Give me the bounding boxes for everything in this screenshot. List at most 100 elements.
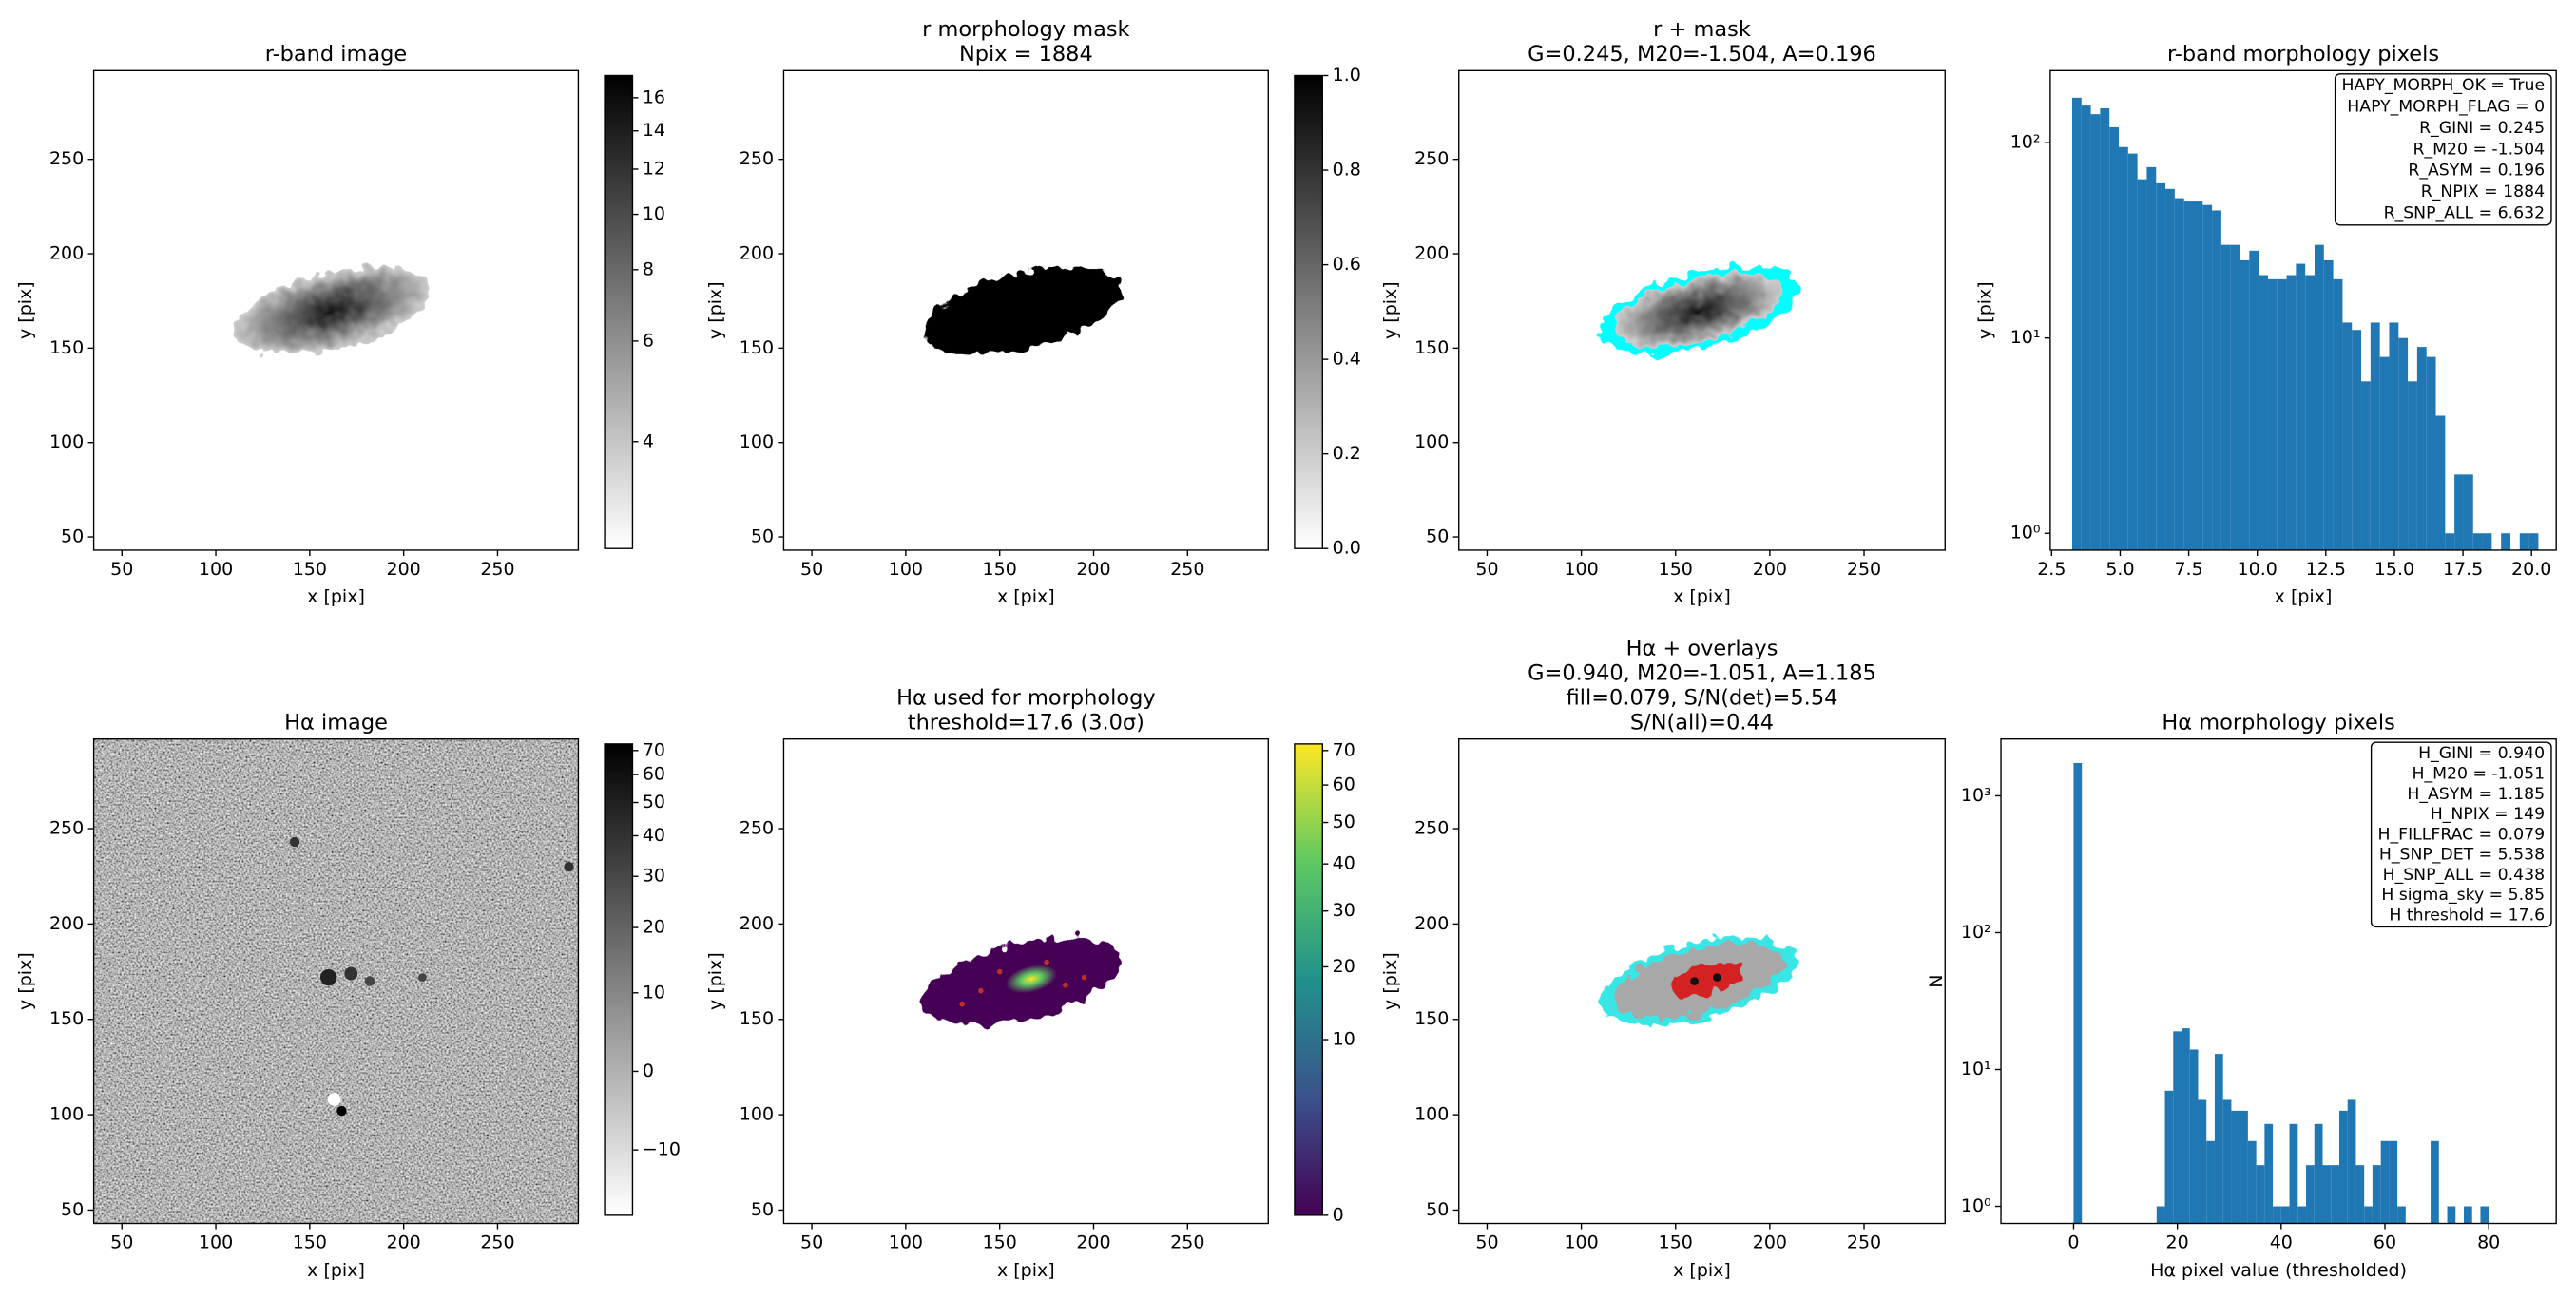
x-tick-label: 50 <box>1475 1232 1498 1253</box>
x-axis-label: x [pix] <box>307 586 365 607</box>
y-axis-label: y [pix] <box>15 281 36 339</box>
histogram-bar <box>2100 108 2110 550</box>
colorbar-tick-label: 4 <box>643 430 654 451</box>
histogram-bar <box>2259 275 2268 550</box>
histogram-bar <box>2119 146 2128 550</box>
info-line: H sigma_sky = 5.85 <box>2381 886 2545 905</box>
image-spot <box>289 836 300 848</box>
histogram-bar <box>2189 1049 2199 1224</box>
histogram-bar <box>2174 198 2184 550</box>
panel-title: fill=0.079, S/N(det)=5.54 <box>1567 685 1838 710</box>
histogram-bar <box>2156 1206 2165 1224</box>
y-tick-label: 200 <box>1414 243 1449 264</box>
y-tick-label: 250 <box>740 818 774 839</box>
histogram-bar <box>2240 1110 2248 1224</box>
histogram-bar <box>2202 204 2213 550</box>
colorbar-tick-label: 8 <box>643 258 654 279</box>
x-tick-label: 250 <box>1170 559 1204 580</box>
colorbar-tick-label: 60 <box>643 764 665 785</box>
y-tick-label: 150 <box>740 1008 774 1029</box>
colorbar-tick-label: 50 <box>1333 812 1355 832</box>
histogram-bar <box>2447 1206 2456 1224</box>
histogram-bar <box>2331 1165 2339 1224</box>
x-tick-label: 10.0 <box>2238 559 2278 580</box>
histogram-bar <box>2347 1099 2356 1224</box>
info-line: R_ASYM = 0.196 <box>2408 162 2545 181</box>
x-tick-label: 150 <box>983 559 1017 580</box>
panel-title: Hα morphology pixels <box>2162 710 2394 735</box>
x-axis-label: x [pix] <box>2275 586 2333 607</box>
panel-title: G=0.940, M20=-1.051, A=1.185 <box>1528 660 1876 685</box>
histogram-bar <box>2109 126 2120 550</box>
y-axis-label: y [pix] <box>15 952 36 1010</box>
image-noise <box>93 738 579 1224</box>
histogram-bar <box>2338 1110 2348 1224</box>
x-tick-label: 250 <box>480 1232 514 1253</box>
histogram-bar <box>2222 1099 2232 1224</box>
histogram-bar <box>2482 533 2492 550</box>
y-axis-label: y [pix] <box>1380 281 1401 339</box>
histogram-bar <box>2230 244 2240 550</box>
histogram-bar <box>2212 210 2221 550</box>
y-tick-label: 250 <box>1414 148 1449 169</box>
colorbar-tick-label: 60 <box>1333 774 1355 795</box>
x-tick-label: 200 <box>387 559 421 580</box>
histogram-bar <box>2389 322 2399 550</box>
panel-title: r morphology mask <box>922 17 1129 42</box>
panel-title: threshold=17.6 (3.0σ) <box>908 710 1144 735</box>
y-tick-label: 10⁰ <box>1961 1195 1991 1216</box>
x-tick-label: 100 <box>199 1232 233 1253</box>
info-line: R_NPIX = 1884 <box>2421 182 2545 201</box>
x-axis-label: x [pix] <box>997 586 1055 607</box>
histogram-bar <box>2127 153 2138 550</box>
x-axis-label: x [pix] <box>1673 586 1731 607</box>
image-spot <box>1081 974 1087 981</box>
panel-title: Hα used for morphology <box>896 685 1156 710</box>
y-tick-label: 100 <box>49 1104 84 1125</box>
histogram-bar <box>2472 533 2483 550</box>
colorbar-tick-label: 20 <box>643 917 665 938</box>
histogram-bar <box>2296 263 2306 550</box>
histogram-bar <box>2146 166 2157 550</box>
colorbar <box>604 74 634 549</box>
info-line: R_M20 = -1.504 <box>2413 140 2545 159</box>
histogram-bar <box>2370 322 2380 550</box>
histogram-bar <box>2206 1140 2215 1224</box>
histogram-bar <box>2137 179 2147 550</box>
panel-title: r + mask <box>1653 17 1751 42</box>
y-tick-label: 10² <box>1961 922 1991 943</box>
colorbar-tick-label: 10 <box>643 982 665 1003</box>
info-line: H_SNP_DET = 5.538 <box>2379 846 2545 865</box>
histogram-bar <box>2389 1140 2398 1224</box>
x-tick-label: 50 <box>1475 559 1498 580</box>
x-tick-label: 200 <box>1076 1232 1110 1253</box>
image-spot <box>1690 977 1699 985</box>
x-axis-label: Hα pixel value (thresholded) <box>2150 1260 2407 1281</box>
colorbar-tick-label: 14 <box>643 120 665 141</box>
axes-frame <box>92 69 580 551</box>
x-tick-label: 0 <box>2067 1232 2079 1253</box>
histogram-bar <box>2090 114 2101 550</box>
image-spot <box>418 973 427 982</box>
x-tick-label: 100 <box>889 559 923 580</box>
y-tick-label: 200 <box>1414 913 1449 934</box>
histogram-bar <box>2355 1165 2365 1224</box>
histogram-bar <box>2267 278 2278 550</box>
y-tick-label: 250 <box>49 148 84 169</box>
x-tick-label: 100 <box>1564 1232 1598 1253</box>
info-box-frame <box>2370 741 2552 928</box>
axes-frame <box>1458 737 1946 1225</box>
colorbar-tick-label: 10 <box>643 203 665 224</box>
y-tick-label: 250 <box>1414 818 1449 839</box>
y-tick-label: 10¹ <box>2010 327 2041 348</box>
colorbar-tick-label: 70 <box>1333 739 1355 760</box>
panel-title: r-band morphology pixels <box>2167 42 2439 67</box>
colorbar-tick-label: 0.2 <box>1333 443 1361 464</box>
colorbar-tick-label: 40 <box>1333 853 1355 874</box>
histogram-bar <box>2198 1099 2207 1224</box>
histogram-bar <box>2379 356 2390 550</box>
histogram-bar <box>2264 1123 2274 1224</box>
y-tick-label: 10⁰ <box>2010 523 2041 544</box>
histogram-bar <box>2247 1140 2257 1224</box>
